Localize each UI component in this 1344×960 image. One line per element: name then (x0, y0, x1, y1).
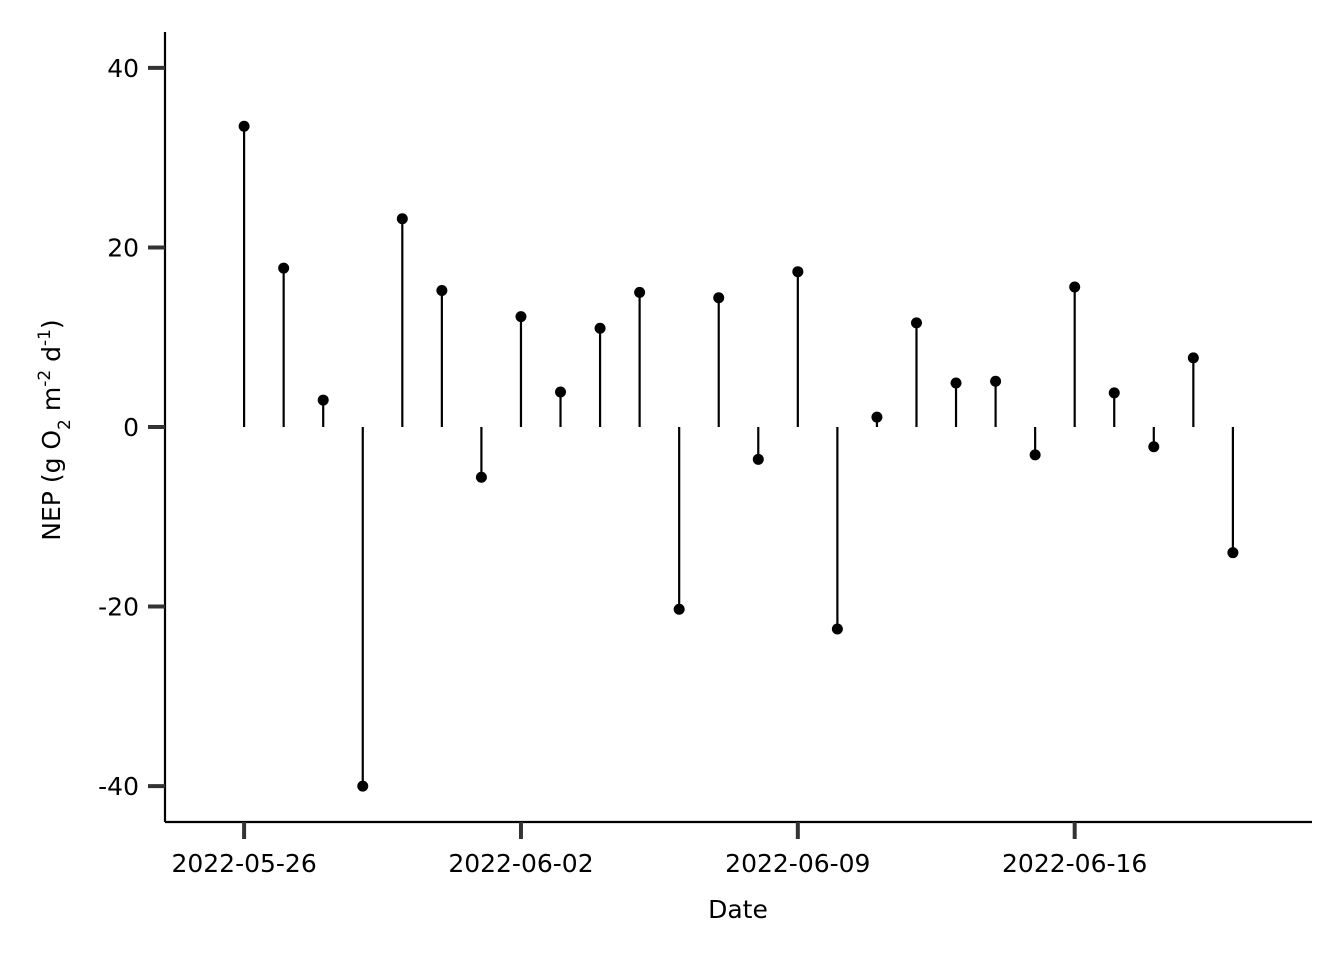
y-axis-title-prefix: NEP (g O (37, 430, 66, 541)
data-point (555, 386, 567, 398)
y-axis-title-sup1: -2 (35, 370, 55, 387)
x-tick-label: 2022-06-16 (1002, 849, 1147, 878)
data-point (752, 453, 764, 465)
data-point (831, 623, 843, 635)
y-axis-ticks: -40 -20 0 20 40 (98, 54, 165, 801)
x-axis-ticks: 2022-05-26 2022-06-02 2022-06-09 2022-06-16 (171, 822, 1147, 878)
data-point (792, 266, 804, 278)
data-point (515, 311, 527, 323)
x-tick-label: 2022-05-26 (171, 849, 316, 878)
data-point (475, 471, 487, 483)
x-axis-title: Date (708, 895, 768, 924)
data-point (1227, 547, 1239, 559)
y-axis-title-mid2: d (37, 346, 66, 370)
data-point (713, 292, 725, 304)
x-tick-label: 2022-06-09 (725, 849, 870, 878)
data-point (357, 780, 369, 792)
y-tick-label: -20 (98, 593, 139, 622)
data-point (871, 411, 883, 423)
data-point (278, 262, 290, 274)
data-point (990, 375, 1002, 387)
data-point (594, 322, 606, 334)
y-tick-label: -40 (98, 772, 139, 801)
data-point (1108, 387, 1120, 399)
y-axis-title-sub: 2 (55, 419, 75, 430)
data-point (396, 213, 408, 225)
data-point (1069, 281, 1081, 293)
data-point (1148, 441, 1160, 453)
data-point (673, 603, 685, 615)
data-point (317, 394, 329, 406)
y-axis-title-mid1: m (37, 387, 66, 419)
x-tick-label: 2022-06-02 (448, 849, 593, 878)
data-point (436, 285, 448, 297)
y-axis-title-suffix: ) (37, 319, 66, 329)
y-tick-label: 40 (107, 54, 139, 83)
y-tick-label: 20 (107, 233, 139, 262)
data-point (634, 286, 646, 298)
y-axis-title: NEP (g O2 m-2 d-1) (35, 319, 75, 540)
data-point (910, 317, 922, 329)
data-point (1187, 352, 1199, 364)
data-point (950, 377, 962, 389)
y-axis-title-sup2: -1 (35, 329, 55, 346)
y-tick-label: 0 (123, 413, 139, 442)
data-point (1029, 449, 1041, 461)
plot-area (238, 120, 1239, 792)
data-point (238, 120, 250, 132)
